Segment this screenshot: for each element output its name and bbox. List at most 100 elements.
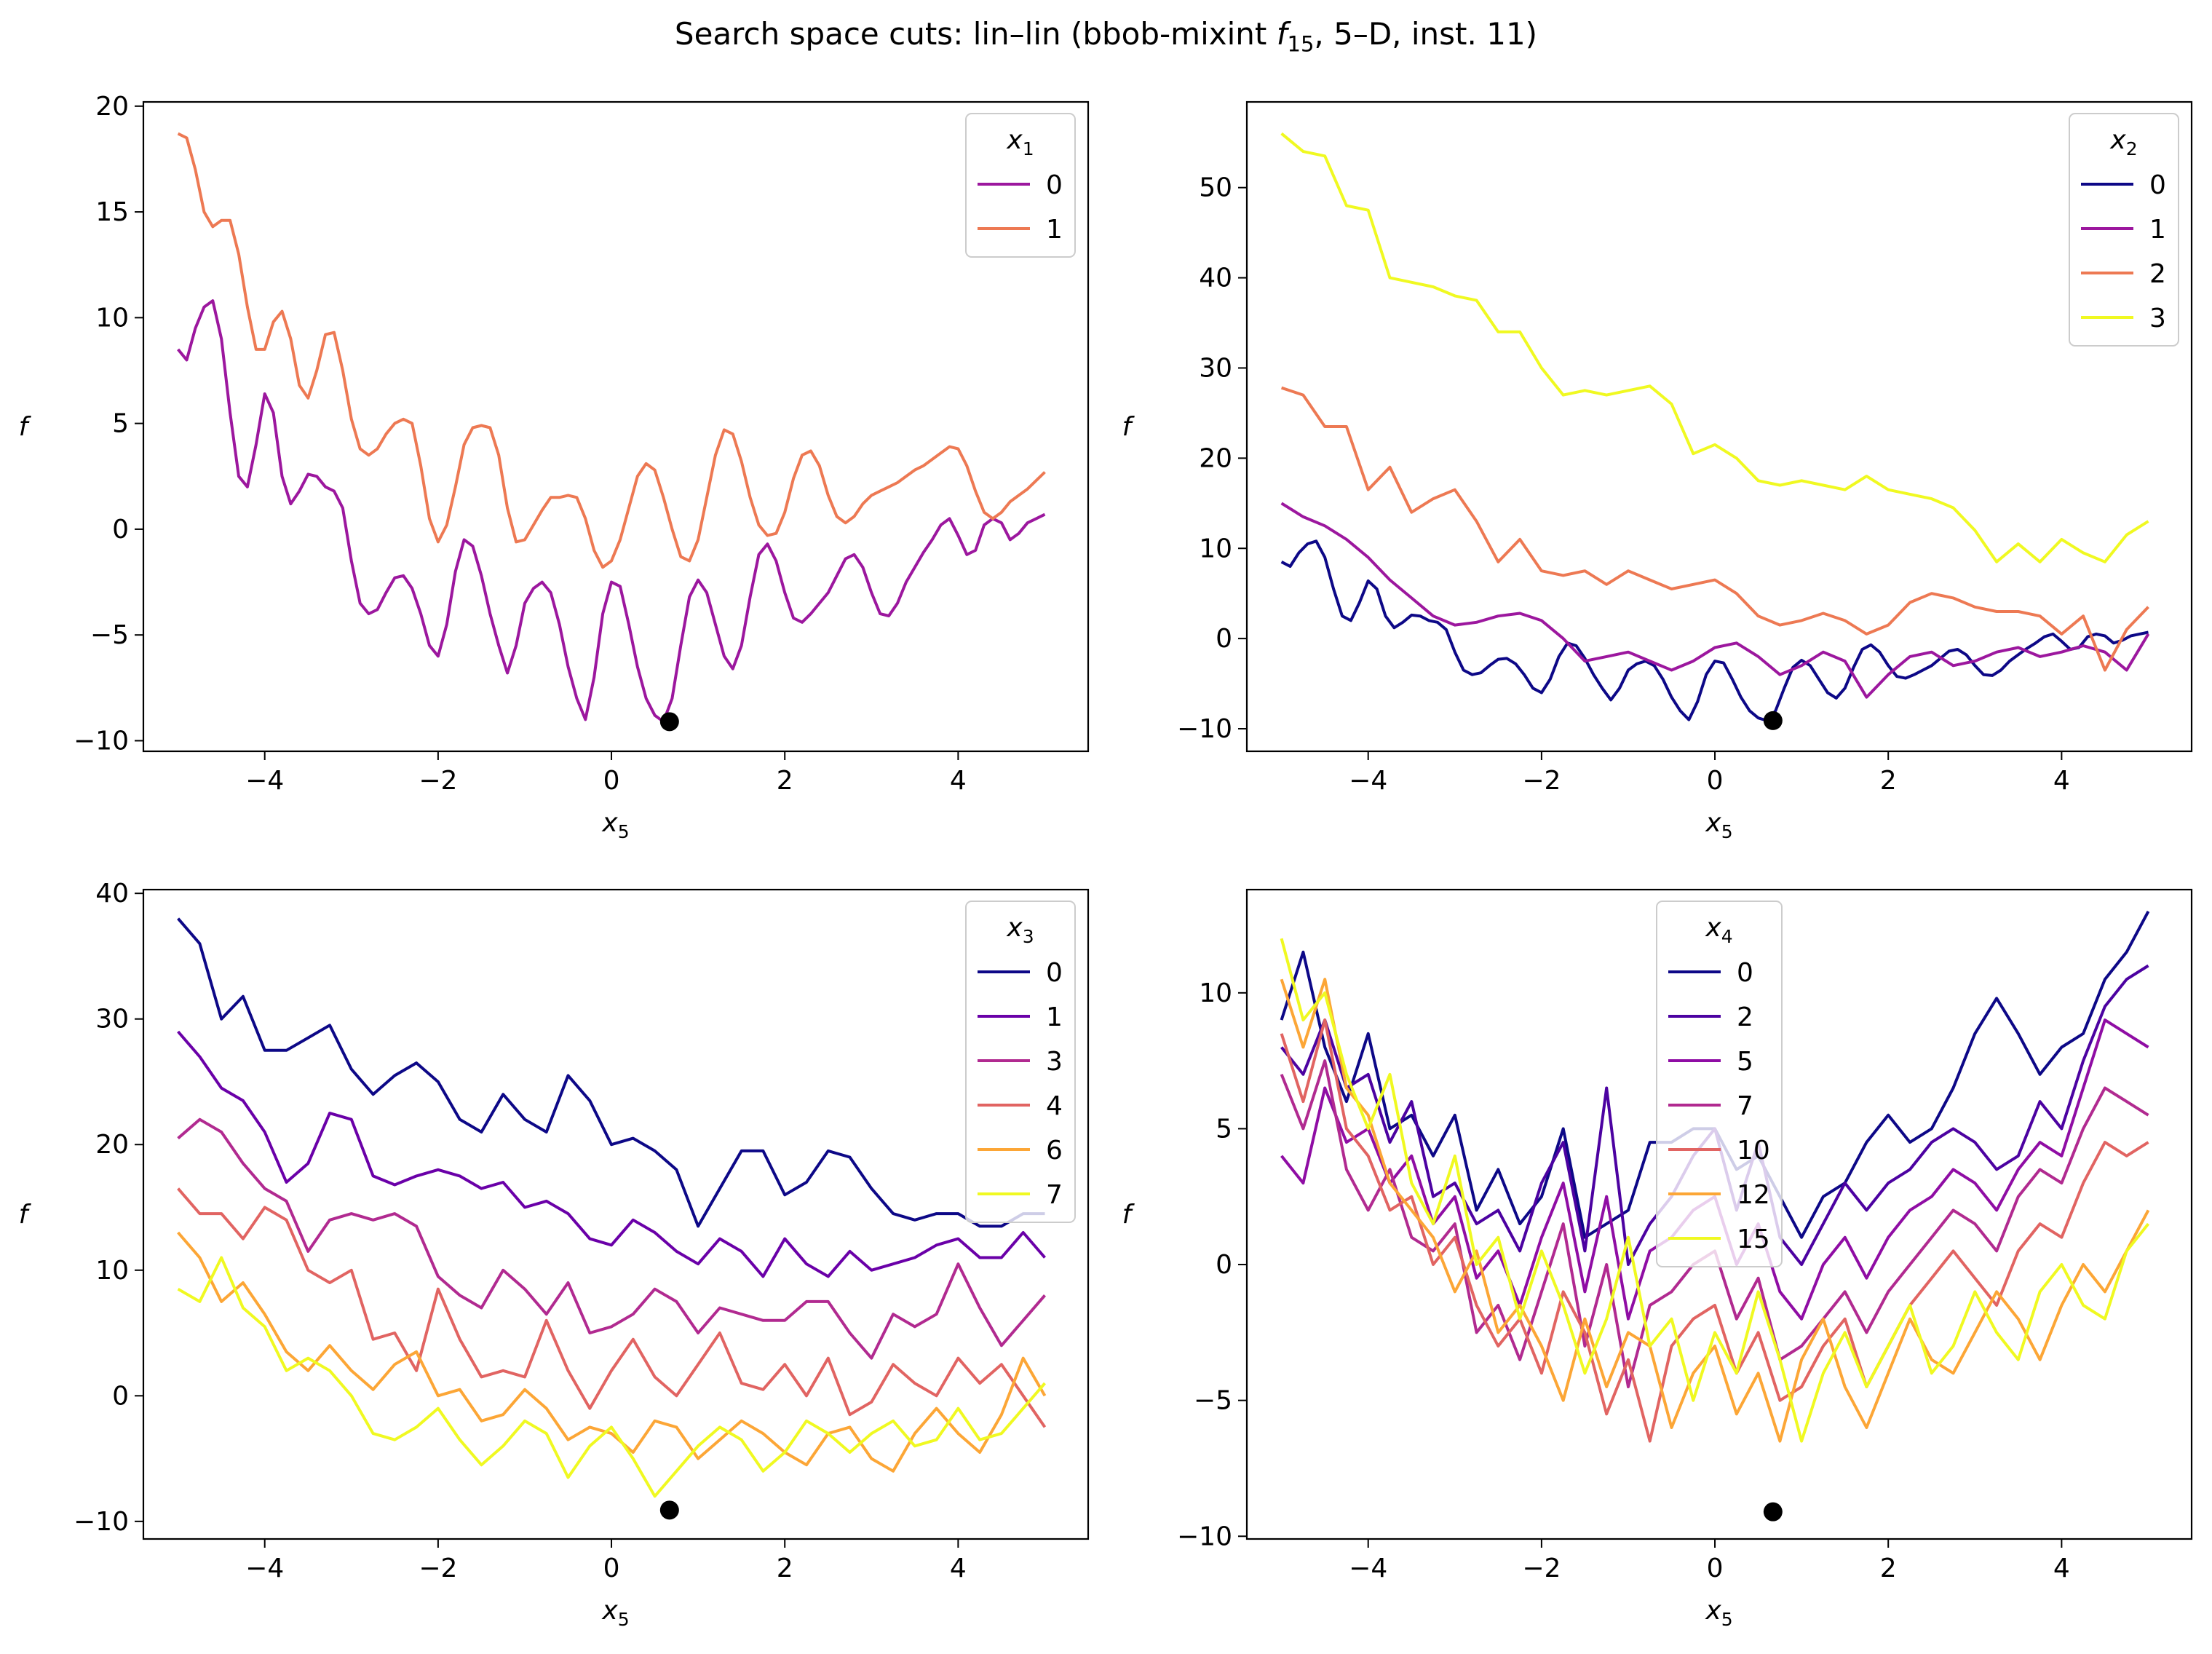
legend-title: x2 [2109,125,2137,159]
title-function-symbol: f [1276,16,1288,52]
legend-label-5: 5 [1737,1047,1753,1077]
optimum-marker [659,1500,679,1520]
x-tick-label: 2 [1880,1554,1897,1583]
x-tick-label: 2 [777,1554,793,1583]
y-tick-label: 40 [95,879,129,909]
optimum-marker [1763,711,1783,730]
legend-label-1: 1 [2149,215,2166,245]
y-tick-label: 30 [1199,353,1232,383]
y-tick-label: 50 [1199,173,1232,203]
series-line-0 [1280,539,2149,722]
y-tick-label: −10 [74,1507,129,1537]
y-tick-label: 0 [1216,624,1232,654]
x-tick-label: 4 [950,766,967,796]
y-axis-label: f [19,1200,32,1230]
x-tick-label: 2 [777,766,793,796]
x-tick-label: 0 [1707,1554,1724,1583]
legend-label-0: 0 [1046,170,1063,200]
y-tick-label: 5 [1216,1114,1232,1144]
x-tick-label: −2 [1522,1554,1561,1583]
series-line-15 [1280,938,2150,1443]
y-tick-label: 10 [95,303,129,333]
y-tick-label: 15 [95,197,129,227]
optimum-marker [659,712,679,732]
series-line-1 [1280,502,2150,699]
y-tick-label: −10 [1177,1522,1232,1551]
y-tick-label: 0 [112,1381,129,1411]
x-tick-label: 4 [950,1554,967,1583]
legend-title: x4 [1705,913,1732,947]
y-tick-label: 5 [112,409,129,439]
series-group [177,132,1046,724]
title-prefix: Search space cuts: lin–lin (bbob-mixint [674,16,1277,52]
x-tick-label: −2 [419,766,457,796]
legend-box [1656,901,1783,1267]
legend-label-2: 2 [2149,259,2166,289]
x-tick-label: −4 [245,1554,284,1583]
legend: x3 0 1 3 4 6 7 [965,901,1076,1223]
y-tick-label: 30 [95,1005,129,1034]
axes-frame [142,100,1090,753]
optimum-marker [1763,1502,1783,1522]
series-line-1 [177,132,1046,569]
y-tick-label: −10 [74,726,129,756]
x-tick-label: −2 [419,1554,457,1583]
x-tick-label: −4 [245,766,284,796]
y-tick-label: −5 [90,620,129,650]
y-tick-label: 0 [112,515,129,545]
x-axis-label: x5 [601,1596,629,1630]
legend-label-1: 1 [1046,215,1063,245]
legend-label-4: 4 [1046,1091,1063,1121]
x-tick-label: 0 [603,766,620,796]
series-line-10 [1280,1018,2149,1443]
x-tick-label: 0 [603,1554,620,1583]
series-line-3 [1280,132,2149,563]
series-line-7 [177,1256,1047,1498]
series-group [1280,132,2150,722]
y-tick-label: −10 [1177,714,1232,744]
y-axis-label: f [19,412,32,442]
legend: x2 0 1 2 3 [2069,113,2179,347]
legend: x1 0 1 [965,113,1076,258]
legend-label-15: 15 [1737,1224,1770,1254]
x-axis-label: x5 [1705,808,1732,842]
y-tick-label: 10 [1199,978,1232,1008]
legend-label-10: 10 [1737,1136,1770,1166]
title-suffix: , 5–D, inst. 11) [1314,16,1538,52]
legend-label-6: 6 [1046,1136,1063,1166]
series-line-12 [1280,978,2150,1443]
x-tick-label: −2 [1522,766,1561,796]
legend-label-7: 7 [1737,1091,1753,1121]
y-tick-label: 0 [1216,1250,1232,1280]
legend-title: x3 [1006,913,1034,947]
subplot-1: −4 −2 0 2 4 −10 −5 0 5 10 15 20 x5 f x1 0 1 [19,92,1090,842]
y-tick-label: 20 [95,1130,129,1160]
legend: x40 2 5 7 10 12 15 [1656,901,1783,1267]
legend-label-0: 0 [2149,170,2166,200]
subplot-3: −4 −2 0 2 4 −10 0 10 20 30 40 x5 f x3 0 1 3 4 6 7 [19,879,1090,1630]
series-line-2 [1280,386,2149,672]
legend-label-1: 1 [1046,1002,1063,1032]
axes-frame [1245,100,2193,753]
x-tick-label: −4 [1349,766,1387,796]
legend-label-3: 3 [1046,1047,1063,1077]
title-function-subscript: 15 [1287,31,1315,57]
legend-label-0: 0 [1737,958,1753,988]
series-line-0 [177,299,1046,724]
y-tick-label: 20 [1199,443,1232,473]
legend-label-0: 0 [1046,958,1063,988]
x-tick-label: 4 [2053,766,2070,796]
axes-frame [1245,888,2193,1540]
legend-label-2: 2 [1737,1002,1753,1032]
y-tick-label: 40 [1199,264,1232,293]
legend-label-3: 3 [2149,304,2166,333]
series-line-3 [177,1117,1047,1360]
y-tick-label: 10 [1199,534,1232,563]
x-tick-label: −4 [1349,1554,1387,1583]
legend-label-7: 7 [1046,1180,1063,1210]
series-line-4 [177,1187,1047,1428]
x-tick-label: 4 [2053,1554,2070,1583]
x-axis-label: x5 [601,808,629,842]
series-line-0 [177,917,1045,1228]
